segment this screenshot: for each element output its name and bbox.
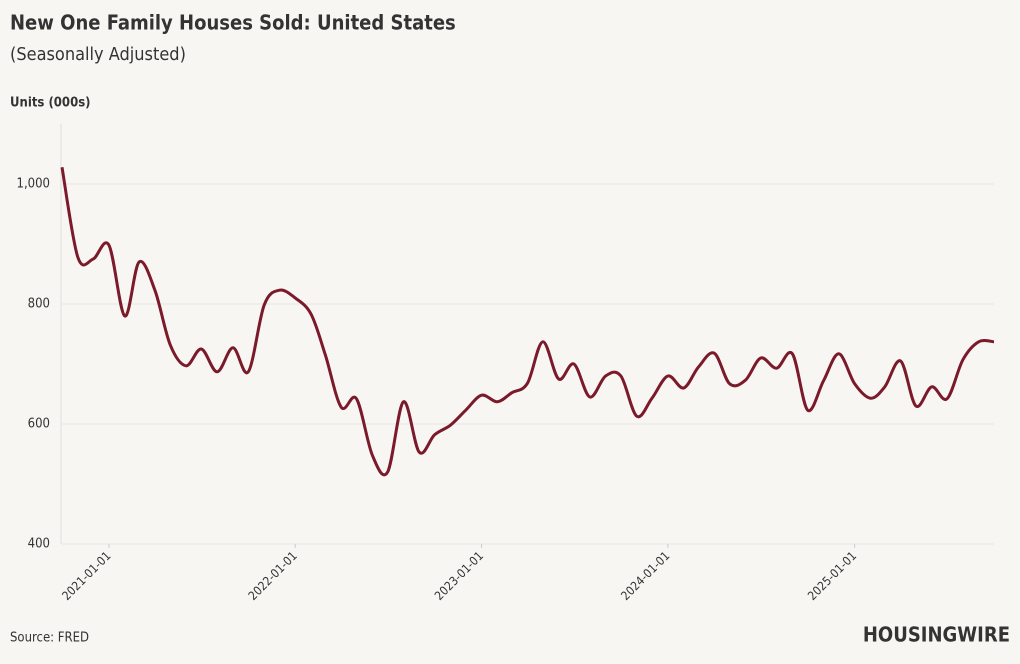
source: Source: FRED bbox=[10, 631, 89, 646]
chart-title: New One Family Houses Sold: United State… bbox=[10, 11, 456, 35]
data-line bbox=[60, 166, 995, 477]
y-tick-label: 400 bbox=[28, 537, 50, 552]
y-axis-label: Units (000s) bbox=[10, 96, 91, 111]
y-tick-label: 800 bbox=[28, 297, 50, 312]
y-tick-label: 1,000 bbox=[17, 177, 50, 192]
chart-subtitle: (Seasonally Adjusted) bbox=[10, 44, 186, 65]
y-tick-label: 600 bbox=[28, 417, 50, 432]
brand-logo: HOUSINGWIRE bbox=[863, 623, 1010, 647]
